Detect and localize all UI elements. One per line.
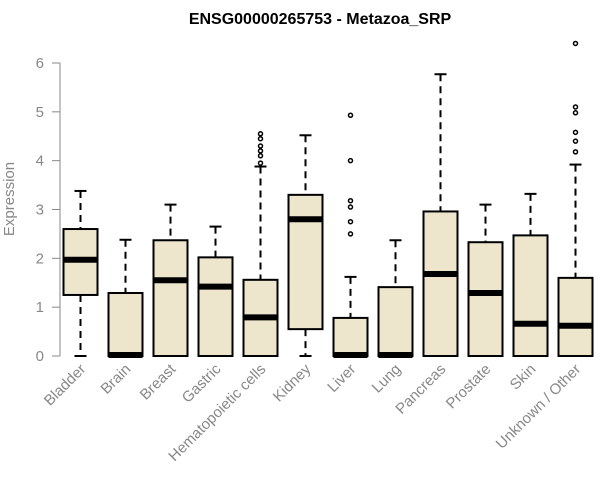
box-unknown-other <box>557 40 594 357</box>
box-body <box>332 316 369 358</box>
outlier-point <box>347 157 354 164</box>
box-pancreas <box>422 73 459 357</box>
box-kidney <box>287 134 324 357</box>
outlier-point <box>257 153 264 159</box>
y-tick-label: 3 <box>36 202 44 219</box>
y-axis-label: Expression <box>1 162 18 236</box>
x-tick-label-brain: Brain <box>98 361 135 398</box>
box-hematopoietic-cells <box>242 131 279 358</box>
outlier-point <box>572 129 579 136</box>
outlier-point <box>347 231 354 237</box>
box-lung <box>377 239 414 359</box>
outlier-point <box>572 40 579 47</box>
outlier-point <box>257 135 264 142</box>
chart-title: ENSG00000265753 - Metazoa_SRP <box>189 11 452 28</box>
box-body <box>422 210 459 357</box>
outlier-point <box>572 110 579 116</box>
outlier-point <box>257 143 264 149</box>
box-body <box>287 193 324 331</box>
box-skin <box>512 192 549 357</box>
outlier-point <box>347 204 354 210</box>
outlier-point <box>572 138 579 144</box>
box-body <box>557 276 594 357</box>
box-bladder <box>62 189 99 357</box>
box-liver <box>332 112 369 359</box>
box-body <box>467 241 504 358</box>
outlier-point <box>257 160 264 166</box>
x-tick-label-pancreas: Pancreas <box>392 361 449 418</box>
box-body <box>107 292 144 358</box>
y-tick-label: 0 <box>36 348 44 365</box>
box-body <box>197 256 234 357</box>
outlier-point <box>572 104 579 110</box>
outlier-point <box>347 218 354 225</box>
outlier-point <box>572 149 579 155</box>
x-tick-label-bladder: Bladder <box>41 361 90 410</box>
outlier-point <box>347 112 354 119</box>
y-tick-label: 1 <box>36 299 44 316</box>
axes: 0 1 2 3 4 5 6 <box>36 55 61 365</box>
y-tick-label: 6 <box>36 55 44 72</box>
y-tick-label: 4 <box>36 153 44 170</box>
x-tick-label-prostate: Prostate <box>443 361 495 413</box>
x-tick-label-breast: Breast <box>137 360 180 403</box>
x-tick-label-unknown-other: Unknown / Other <box>493 361 585 453</box>
x-tick-label-skin: Skin <box>507 361 540 394</box>
y-tick-label: 5 <box>36 104 44 121</box>
box-prostate <box>467 203 504 358</box>
box-body <box>152 239 189 357</box>
box-breast <box>152 203 189 357</box>
box-brain <box>107 238 144 359</box>
box-group <box>62 40 594 359</box>
y-tick-label: 2 <box>36 250 44 267</box>
x-tick-label-lung: Lung <box>369 361 405 397</box>
outlier-point <box>257 131 264 137</box>
outlier-point <box>257 148 264 154</box>
box-body <box>377 286 414 357</box>
box-body <box>512 234 549 357</box>
outlier-point <box>347 197 354 204</box>
box-gastric <box>197 225 234 357</box>
x-tick-label-liver: Liver <box>324 361 359 396</box>
x-tick-label-kidney: Kidney <box>270 360 315 405</box>
